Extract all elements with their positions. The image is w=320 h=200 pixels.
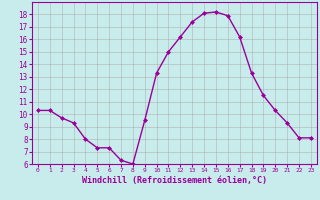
X-axis label: Windchill (Refroidissement éolien,°C): Windchill (Refroidissement éolien,°C) (82, 176, 267, 185)
